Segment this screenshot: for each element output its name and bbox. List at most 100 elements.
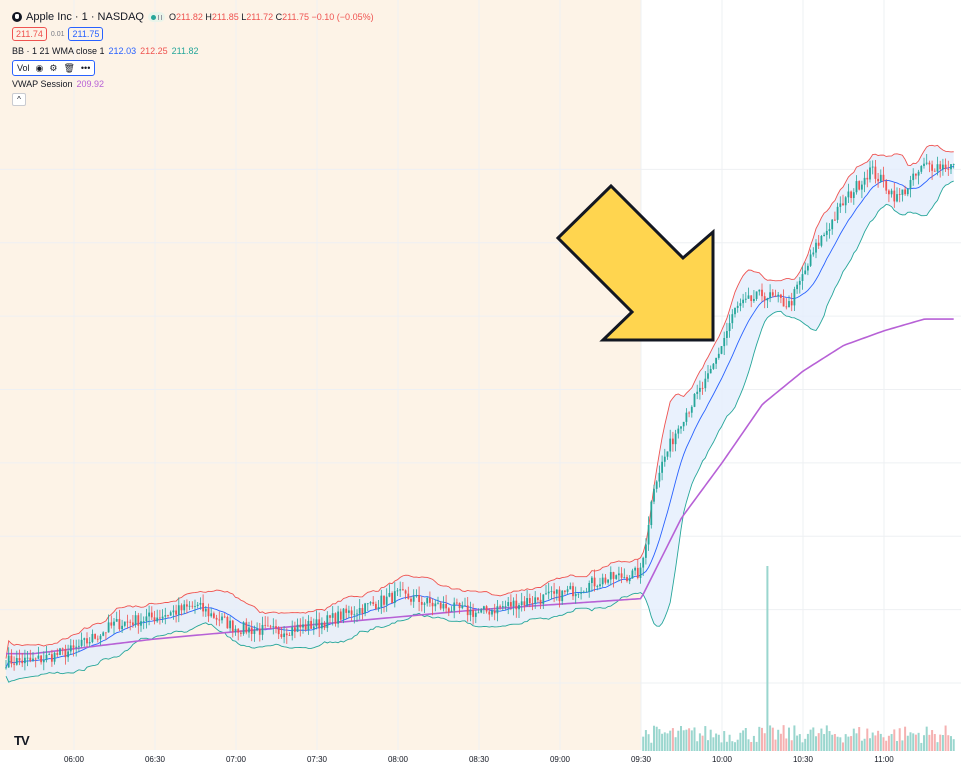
candle-body xyxy=(86,638,88,644)
candle-body xyxy=(277,628,280,635)
candle-body xyxy=(272,626,275,627)
volume-bar xyxy=(842,742,844,751)
candle-body xyxy=(777,294,780,297)
candle-body xyxy=(339,611,342,620)
volume-bar xyxy=(839,737,842,751)
candle-body xyxy=(137,615,140,626)
candle-body xyxy=(528,598,531,604)
candle-body xyxy=(861,184,863,190)
settings-icon[interactable]: ⚙ xyxy=(49,62,58,73)
volume-legend[interactable]: Vol ◉ ⚙ 🗑 ••• xyxy=(12,60,96,76)
volume-indicator-box[interactable]: Vol ◉ ⚙ 🗑 ••• xyxy=(12,60,96,76)
volume-bar xyxy=(836,736,839,751)
symbol-legend[interactable]: Apple Inc · 1 · NASDAQ O211.82 H211.85 L… xyxy=(12,11,374,23)
volume-bar xyxy=(790,740,793,751)
candle-body xyxy=(591,577,593,584)
volume-bar xyxy=(655,726,658,751)
volume-bar xyxy=(850,736,853,751)
candle-body xyxy=(896,194,898,202)
volume-bar xyxy=(658,729,661,751)
candle-body xyxy=(680,426,682,429)
time-tick-label: 07:00 xyxy=(225,755,247,764)
volume-bar xyxy=(847,736,850,751)
candle-body xyxy=(134,615,137,625)
ask-button[interactable]: 211.75 xyxy=(68,27,104,41)
candle-body xyxy=(566,589,569,592)
candle-body xyxy=(904,189,906,195)
candle-body xyxy=(604,577,607,583)
candle-body xyxy=(377,606,380,609)
volume-bar xyxy=(901,740,904,751)
candle-body xyxy=(78,645,80,647)
candle-body xyxy=(788,301,790,308)
volume-bar xyxy=(766,566,769,751)
candle-body xyxy=(242,622,245,634)
candle-body xyxy=(615,575,618,579)
volume-bar xyxy=(782,725,785,751)
eye-icon[interactable]: ◉ xyxy=(35,62,44,73)
candle-body xyxy=(445,603,447,609)
volume-bar xyxy=(723,731,726,751)
candle-body xyxy=(531,603,534,604)
volume-bar xyxy=(893,729,896,751)
more-icon[interactable]: ••• xyxy=(80,63,91,73)
candle-body xyxy=(426,597,429,604)
volume-bar xyxy=(725,741,728,751)
candle-body xyxy=(288,635,291,637)
volume-bar xyxy=(715,733,718,751)
volume-bar xyxy=(661,733,664,751)
tradingview-logo[interactable]: TV xyxy=(14,733,30,748)
candle-body xyxy=(64,649,67,658)
volume-bar xyxy=(650,742,653,751)
candle-body xyxy=(240,632,242,634)
volume-bar xyxy=(928,734,931,751)
volume-bar xyxy=(747,739,750,751)
volume-bar xyxy=(677,730,680,751)
bb-lower-value: 211.82 xyxy=(171,46,199,56)
volume-bar xyxy=(855,733,858,751)
time-tick-label: 08:30 xyxy=(468,755,490,764)
candle-body xyxy=(429,597,431,603)
candle-body xyxy=(901,189,904,195)
candle-body xyxy=(580,592,582,594)
candle-body xyxy=(753,298,755,302)
candle-body xyxy=(245,622,248,633)
candle-body xyxy=(537,597,539,600)
vwap-legend[interactable]: VWAP Session 209.92 xyxy=(12,79,104,89)
symbol-title[interactable]: Apple Inc · 1 · NASDAQ xyxy=(26,11,144,23)
candle-body xyxy=(834,219,836,221)
market-status[interactable] xyxy=(148,12,165,22)
candle-body xyxy=(415,595,418,597)
bid-button[interactable]: 211.74 xyxy=(12,27,47,41)
candle-body xyxy=(507,602,510,607)
candle-body xyxy=(820,236,823,246)
candle-body xyxy=(504,606,507,607)
volume-bar xyxy=(806,733,809,751)
candle-body xyxy=(345,608,348,613)
candle-body xyxy=(72,645,75,648)
candle-body xyxy=(801,274,804,281)
bb-legend[interactable]: BB · 1 21 WMA close 1 212.03 212.25 211.… xyxy=(12,46,198,56)
candle-body xyxy=(331,613,334,618)
candle-body xyxy=(906,188,909,195)
volume-bar xyxy=(879,733,882,751)
candle-body xyxy=(442,603,445,609)
volume-bar xyxy=(704,726,707,751)
candle-body xyxy=(688,412,690,414)
volume-bar xyxy=(825,725,828,751)
volume-bar xyxy=(788,727,790,751)
candle-body xyxy=(890,190,893,195)
candle-body xyxy=(264,624,267,626)
volume-bar xyxy=(690,730,693,751)
candle-body xyxy=(707,373,709,379)
candle-body xyxy=(45,654,48,660)
candle-body xyxy=(693,393,696,407)
candle-body xyxy=(412,596,415,602)
trash-icon[interactable]: 🗑 xyxy=(63,62,75,73)
collapse-legend-chevron-up-icon[interactable]: ^ xyxy=(12,93,26,106)
candle-body xyxy=(126,621,129,623)
candle-body xyxy=(156,617,159,622)
volume-bar xyxy=(717,734,720,751)
